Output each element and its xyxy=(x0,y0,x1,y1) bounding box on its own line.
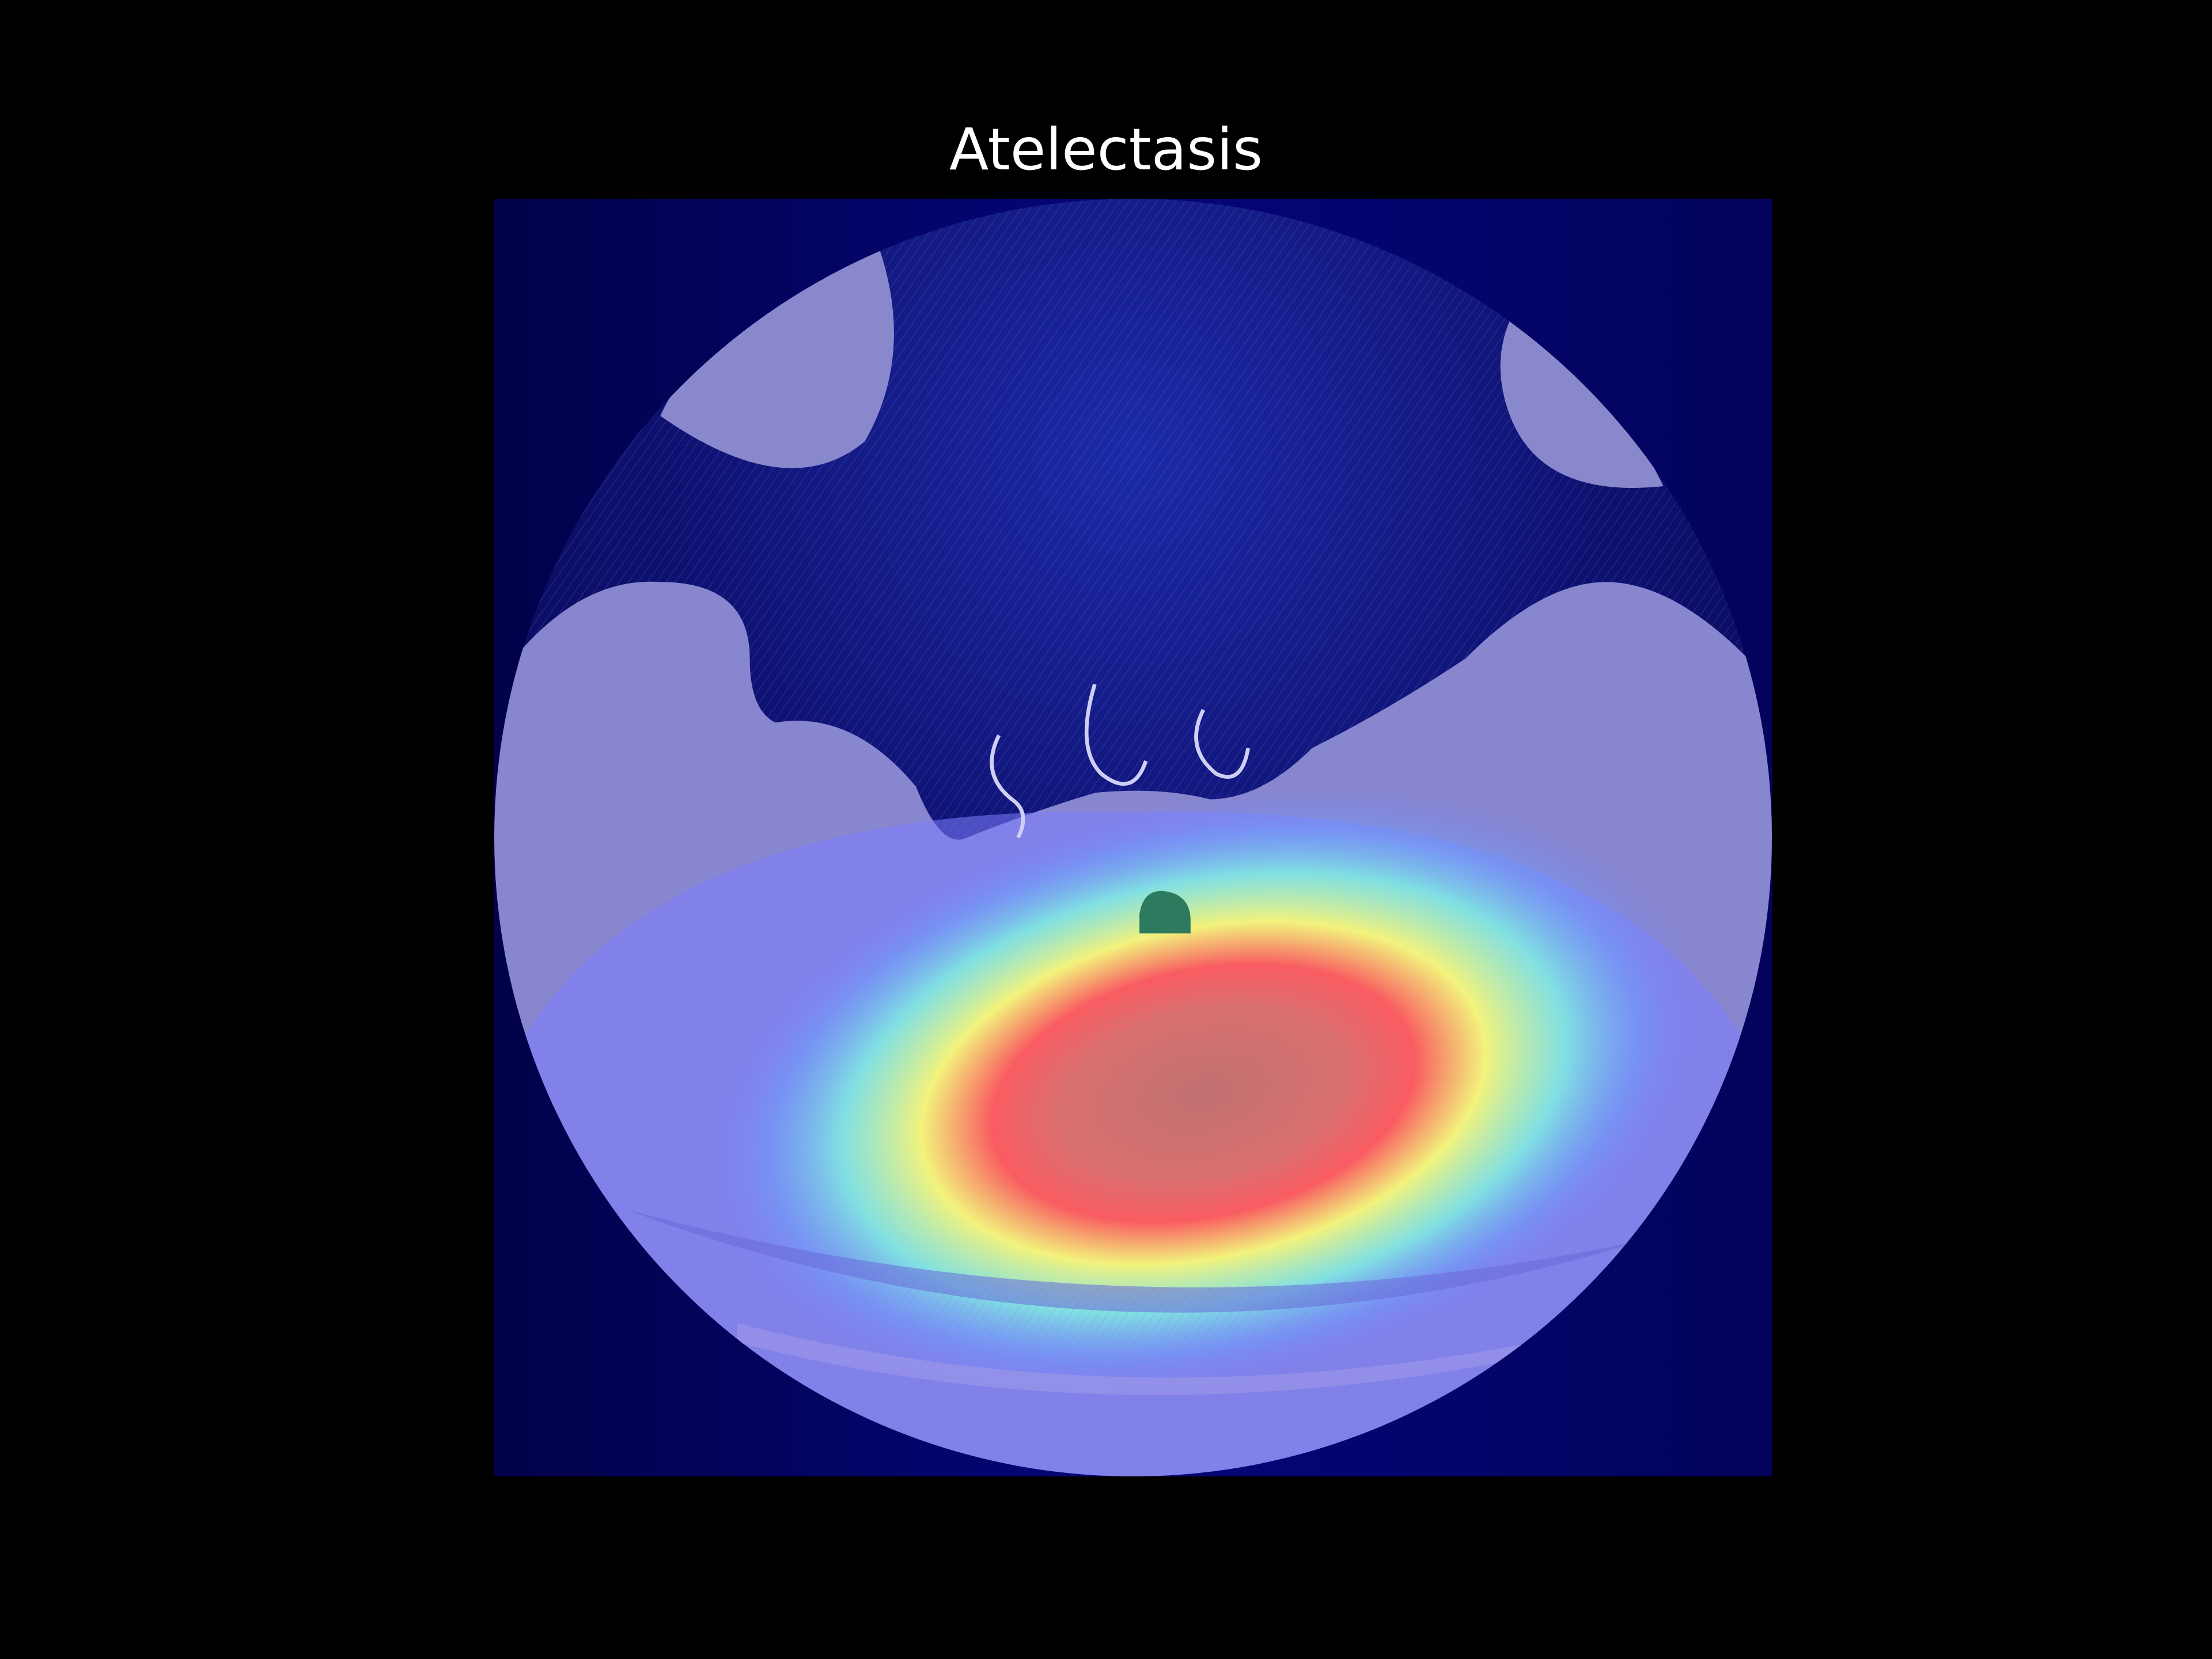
table-band xyxy=(622,1208,1645,1313)
tissue-region-top-left xyxy=(660,243,894,468)
heatmap-hotspot xyxy=(699,786,1707,1400)
field-of-view xyxy=(494,199,1772,1476)
heatmap-image-svg xyxy=(494,199,1772,1476)
heatmap-image xyxy=(494,199,1772,1476)
spine-marker xyxy=(1139,891,1191,934)
figure-title: Atelectasis xyxy=(949,116,1263,183)
table-edge xyxy=(737,1323,1568,1395)
tissue-region-top-right xyxy=(1500,320,1664,488)
